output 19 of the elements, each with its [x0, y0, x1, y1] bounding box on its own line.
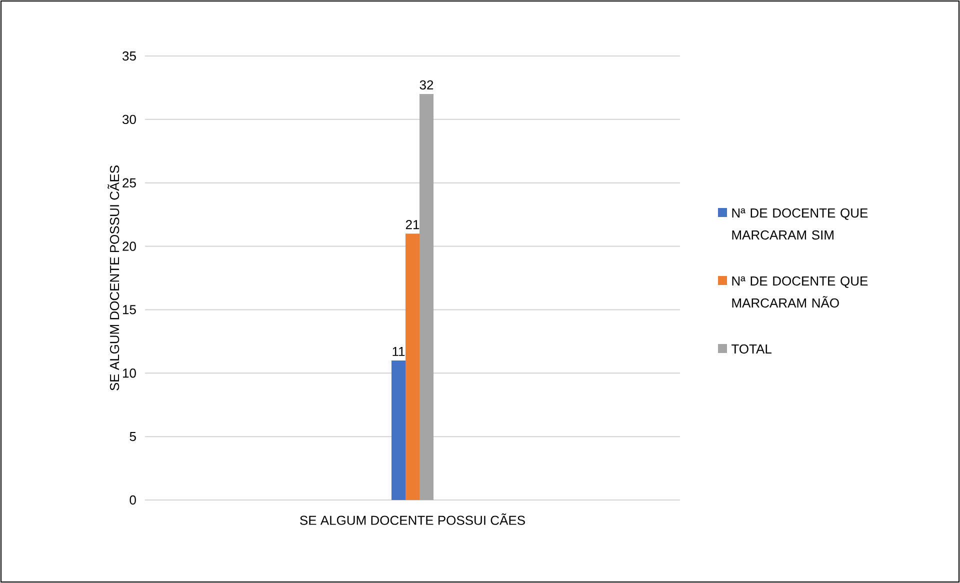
bar: [420, 94, 434, 500]
bar: [406, 234, 420, 500]
x-axis-title: SE ALGUM DOCENTE POSSUI CÃES: [300, 513, 525, 525]
data-label: 11: [392, 346, 405, 356]
legend-label: TOTAL: [732, 344, 772, 354]
bar: [392, 360, 406, 500]
y-axis-title: SE ALGUM DOCENTE POSSUI CÃES: [108, 166, 120, 390]
y-tick-label: 20: [122, 242, 136, 251]
legend-label: Nª DE DOCENTE QUE MARCARAM SIM: [732, 208, 868, 240]
y-tick-label: 35: [122, 51, 136, 61]
y-tick-label: 15: [122, 305, 136, 314]
y-tick-label: 30: [122, 114, 136, 124]
y-tick-label: 5: [130, 432, 136, 442]
data-label: 21: [406, 220, 420, 230]
data-label: 32: [420, 80, 434, 90]
legend-label: Nª DE DOCENTE QUE MARCARAM NÃO: [732, 276, 868, 308]
y-tick-label: 10: [122, 368, 136, 378]
y-tick-label: 0: [130, 495, 136, 505]
y-tick-label: 25: [122, 178, 136, 188]
